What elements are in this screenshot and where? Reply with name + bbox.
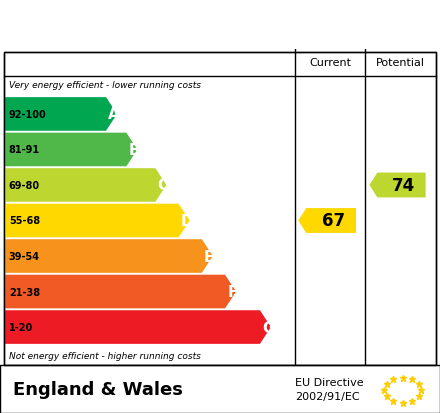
Text: England & Wales: England & Wales — [13, 380, 183, 398]
Text: Potential: Potential — [376, 58, 425, 68]
Polygon shape — [4, 169, 166, 202]
Text: 39-54: 39-54 — [9, 252, 40, 261]
Text: EU Directive: EU Directive — [295, 377, 363, 387]
Text: C: C — [158, 178, 169, 193]
Polygon shape — [4, 240, 213, 273]
Text: 81-91: 81-91 — [9, 145, 40, 155]
Text: 69-80: 69-80 — [9, 180, 40, 190]
Text: A: A — [108, 107, 120, 122]
Text: 1-20: 1-20 — [9, 322, 33, 332]
Polygon shape — [298, 209, 356, 233]
Text: Current: Current — [309, 58, 351, 68]
Text: 2002/91/EC: 2002/91/EC — [295, 392, 359, 401]
Text: E: E — [204, 249, 214, 264]
Polygon shape — [4, 311, 271, 344]
Text: D: D — [181, 214, 194, 228]
Polygon shape — [370, 173, 425, 198]
Polygon shape — [4, 133, 137, 167]
Text: 67: 67 — [322, 212, 345, 230]
Polygon shape — [4, 275, 236, 309]
Text: G: G — [262, 320, 275, 335]
Text: 21-38: 21-38 — [9, 287, 40, 297]
Text: 74: 74 — [392, 176, 415, 195]
Text: Energy Efficiency Rating: Energy Efficiency Rating — [13, 15, 320, 35]
Text: F: F — [227, 284, 238, 299]
Text: 55-68: 55-68 — [9, 216, 40, 226]
Text: B: B — [128, 142, 140, 158]
Polygon shape — [4, 204, 190, 238]
Polygon shape — [4, 98, 117, 131]
Text: Not energy efficient - higher running costs: Not energy efficient - higher running co… — [9, 351, 201, 360]
Text: 92-100: 92-100 — [9, 110, 47, 120]
Text: Very energy efficient - lower running costs: Very energy efficient - lower running co… — [9, 81, 201, 90]
